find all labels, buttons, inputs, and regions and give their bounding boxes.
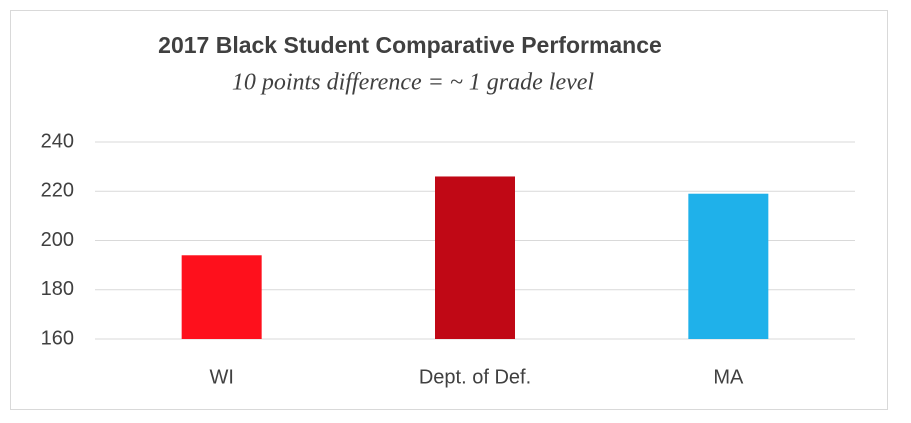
y-tick-label: 200 — [41, 229, 74, 251]
x-tick-label: MA — [713, 366, 744, 388]
y-tick-label: 160 — [41, 327, 74, 349]
x-tick-label: WI — [209, 366, 233, 388]
y-tick-label: 180 — [41, 278, 74, 300]
bar — [435, 176, 515, 339]
chart-title: 2017 Black Student Comparative Performan… — [158, 32, 662, 58]
y-tick-label: 220 — [41, 180, 74, 202]
bar — [688, 193, 769, 339]
bar — [181, 255, 262, 339]
chart-subtitle: 10 points difference = ~ 1 grade level — [232, 70, 595, 96]
y-tick-label: 240 — [41, 130, 74, 152]
x-tick-label: Dept. of Def. — [419, 366, 531, 388]
